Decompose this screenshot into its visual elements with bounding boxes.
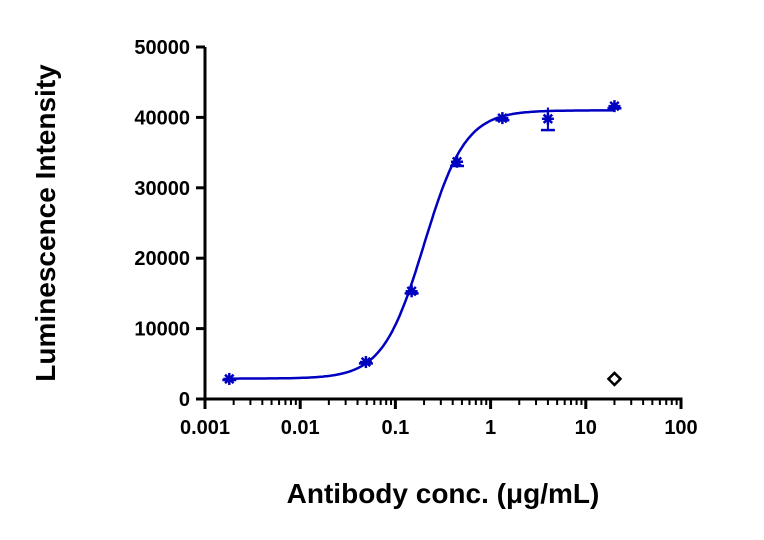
y-tick-label: 0 bbox=[179, 389, 190, 411]
data-point bbox=[496, 112, 509, 125]
x-tick-label: 0.01 bbox=[281, 417, 320, 439]
asterisk-center bbox=[226, 375, 233, 382]
y-axis-label: Luminescence Intensity bbox=[30, 64, 61, 382]
y-tick-label: 30000 bbox=[134, 178, 190, 200]
x-tick-label: 100 bbox=[664, 417, 697, 439]
y-tick-label: 20000 bbox=[134, 248, 190, 270]
asterisk-center bbox=[408, 288, 415, 295]
y-tick-label: 10000 bbox=[134, 319, 190, 341]
x-tick-label: 10 bbox=[575, 417, 597, 439]
x-tick-label: 0.1 bbox=[381, 417, 409, 439]
data-point bbox=[359, 356, 372, 369]
data-point bbox=[451, 155, 464, 168]
x-tick-label: 1 bbox=[485, 417, 496, 439]
diamond-point bbox=[606, 371, 623, 387]
y-tick-label: 40000 bbox=[134, 107, 190, 129]
x-tick-label: 0.001 bbox=[180, 417, 230, 439]
asterisk-center bbox=[362, 359, 369, 366]
asterisk-center bbox=[499, 115, 506, 122]
asterisk-center bbox=[611, 103, 618, 110]
data-point bbox=[223, 372, 236, 385]
data-point bbox=[541, 112, 554, 125]
data-point bbox=[405, 285, 418, 298]
x-axis-label: Antibody conc. (μg/mL) bbox=[287, 478, 600, 509]
fit-curve bbox=[229, 109, 615, 380]
asterisk-center bbox=[454, 158, 461, 165]
asterisk-center bbox=[544, 115, 551, 122]
y-tick-label: 50000 bbox=[134, 37, 190, 59]
data-point bbox=[608, 100, 621, 113]
